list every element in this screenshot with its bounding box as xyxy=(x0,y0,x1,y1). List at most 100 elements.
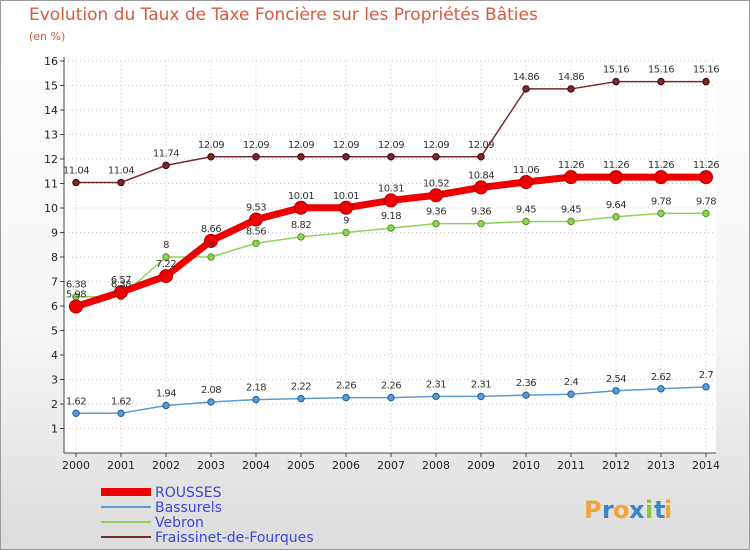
x-tick-label: 2004 xyxy=(242,459,270,472)
data-point-fraissinet-de-fourques xyxy=(567,85,575,93)
data-point-rousses xyxy=(204,233,218,248)
data-label-fraissinet-de-fourques: 11.74 xyxy=(153,148,179,159)
data-label-bassurels: 1.62 xyxy=(111,396,131,407)
data-point-fraissinet-de-fourques xyxy=(432,153,440,161)
x-tick-label: 2011 xyxy=(557,459,585,472)
data-point-fraissinet-de-fourques xyxy=(657,77,665,86)
data-point-fraissinet-de-fourques xyxy=(117,178,125,187)
data-point-rousses xyxy=(474,180,488,195)
x-tick-label: 2014 xyxy=(692,459,720,472)
y-tick-label: 13 xyxy=(44,129,58,142)
data-label-fraissinet-de-fourques: 11.04 xyxy=(108,166,134,177)
x-tick-label: 2009 xyxy=(467,459,495,472)
data-point-vebron xyxy=(657,209,665,218)
data-label-rousses: 10.01 xyxy=(288,191,314,202)
data-label-bassurels: 2.31 xyxy=(426,379,446,390)
data-point-vebron xyxy=(252,239,260,247)
data-label-bassurels: 2.08 xyxy=(201,385,221,396)
data-point-bassurels xyxy=(162,401,170,410)
data-point-fraissinet-de-fourques xyxy=(162,161,170,170)
data-point-bassurels xyxy=(657,385,665,393)
data-label-fraissinet-de-fourques: 11.04 xyxy=(63,166,89,177)
legend: ROUSSESBassurelsVebronFraissinet-de-Four… xyxy=(101,485,313,546)
data-point-vebron xyxy=(207,253,215,261)
data-label-vebron: 8.82 xyxy=(291,220,311,231)
y-tick-label: 8 xyxy=(51,251,58,264)
data-label-vebron: 9.18 xyxy=(381,211,401,222)
data-label-rousses: 9.53 xyxy=(246,203,266,214)
data-label-fraissinet-de-fourques: 15.16 xyxy=(693,65,719,76)
x-tick-label: 2012 xyxy=(602,459,630,472)
data-label-vebron: 9.45 xyxy=(561,204,581,215)
data-label-bassurels: 1.94 xyxy=(156,388,176,399)
data-label-bassurels: 2.31 xyxy=(471,379,491,390)
data-point-fraissinet-de-fourques xyxy=(477,153,485,161)
data-point-rousses xyxy=(69,299,83,314)
data-label-vebron: 9.64 xyxy=(606,200,626,211)
data-label-vebron: 9.36 xyxy=(426,207,446,218)
data-point-rousses xyxy=(384,193,398,208)
data-point-rousses xyxy=(564,170,578,185)
data-label-vebron: 9.78 xyxy=(651,196,671,207)
logo-letter: x xyxy=(629,496,645,524)
data-point-bassurels xyxy=(72,409,80,418)
data-label-fraissinet-de-fourques: 12.09 xyxy=(243,140,269,151)
data-point-fraissinet-de-fourques xyxy=(702,77,710,86)
data-label-vebron: 9 xyxy=(343,216,349,227)
data-point-vebron xyxy=(612,213,620,221)
y-tick-label: 9 xyxy=(51,227,58,240)
data-label-bassurels: 2.4 xyxy=(564,377,579,388)
data-label-fraissinet-de-fourques: 12.09 xyxy=(288,140,314,151)
y-tick-label: 4 xyxy=(51,349,58,362)
y-axis-unit: (en %) xyxy=(29,30,66,43)
data-point-rousses xyxy=(699,170,713,185)
data-label-vebron: 6.38 xyxy=(111,280,131,291)
logo-letter: o xyxy=(613,496,630,524)
data-point-bassurels xyxy=(567,390,575,398)
data-point-fraissinet-de-fourques xyxy=(297,153,305,161)
y-tick-label: 6 xyxy=(51,300,58,313)
data-point-rousses xyxy=(339,200,353,215)
logo-letter: P xyxy=(584,496,602,524)
y-tick-label: 3 xyxy=(51,374,58,387)
data-label-rousses: 7.22 xyxy=(156,259,176,270)
data-label-fraissinet-de-fourques: 12.09 xyxy=(378,140,404,151)
data-point-bassurels xyxy=(432,392,440,401)
data-label-bassurels: 2.26 xyxy=(336,381,356,392)
data-labels: 11.04 11.04 11.74 12.09 12.09 12.09 12.09 12.09… xyxy=(63,65,720,408)
legend-label-bassurels: Bassurels xyxy=(155,500,222,516)
y-tick-label: 11 xyxy=(44,178,58,191)
y-tick-label: 5 xyxy=(51,325,58,338)
x-tick-label: 2010 xyxy=(512,459,540,472)
data-point-fraissinet-de-fourques xyxy=(72,178,80,187)
data-label-rousses: 10.52 xyxy=(423,178,449,189)
data-label-fraissinet-de-fourques: 12.09 xyxy=(333,140,359,151)
data-point-vebron xyxy=(567,217,575,226)
y-tick-label: 10 xyxy=(44,202,58,215)
data-label-vebron: 6.38 xyxy=(66,280,86,291)
data-label-vebron: 9.36 xyxy=(471,207,491,218)
x-tick-label: 2000 xyxy=(62,459,90,472)
data-point-fraissinet-de-fourques xyxy=(342,153,350,161)
data-point-bassurels xyxy=(387,393,395,402)
chart-title: Evolution du Taux de Taxe Foncière sur l… xyxy=(29,5,538,25)
logo-letter: i xyxy=(664,496,672,524)
logo-letter: i xyxy=(645,496,653,524)
y-tick-label: 2 xyxy=(51,398,58,411)
data-point-fraissinet-de-fourques xyxy=(252,153,260,161)
data-point-rousses xyxy=(294,200,308,215)
data-point-rousses xyxy=(249,212,263,227)
x-tick-label: 2005 xyxy=(287,459,315,472)
data-point-vebron xyxy=(522,217,530,226)
data-label-rousses: 10.01 xyxy=(333,191,359,202)
data-point-bassurels xyxy=(252,395,260,404)
data-point-bassurels xyxy=(342,393,350,402)
data-point-bassurels xyxy=(612,387,620,395)
data-point-vebron xyxy=(342,228,350,237)
data-label-vebron: 8 xyxy=(208,240,214,251)
series-layer xyxy=(69,77,713,418)
x-tick-label: 2007 xyxy=(377,459,405,472)
